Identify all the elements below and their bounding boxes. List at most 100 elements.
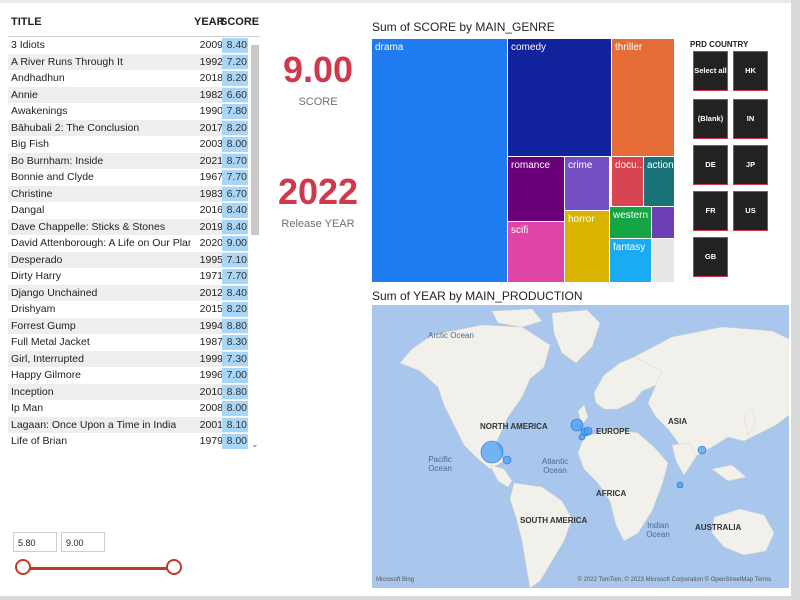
map-bubble[interactable] — [578, 433, 586, 441]
table-scrollbar[interactable]: ⌄ — [251, 37, 259, 450]
title-cell: Happy Gilmore — [11, 369, 82, 381]
table-row[interactable]: Dangal 2016 8.40 — [8, 202, 248, 219]
production-map[interactable]: Arctic Ocean Pacific Ocean Atlantic Ocea… — [372, 305, 789, 588]
table-row[interactable]: 3 Idiots 2009 8.40 — [8, 37, 248, 54]
title-cell: Ip Man — [11, 402, 44, 414]
scroll-down-icon[interactable]: ⌄ — [251, 439, 259, 449]
table-row[interactable]: Forrest Gump 1994 8.80 — [8, 317, 248, 334]
table-row[interactable]: Big Fish 2003 8.00 — [8, 136, 248, 153]
table-row[interactable]: Inception 2010 8.80 — [8, 383, 248, 400]
map-bubble[interactable] — [697, 445, 707, 455]
treemap-tile-western[interactable]: western — [610, 207, 652, 239]
table-row[interactable]: Lagaan: Once Upon a Time in India 2001 8.1… — [8, 416, 248, 433]
map-bubble[interactable] — [583, 426, 593, 436]
treemap-tile-label: crime — [568, 160, 593, 171]
score-bar — [222, 137, 248, 152]
treemap-tile-label: horror — [568, 214, 595, 225]
map-attribution[interactable]: © 2022 TomTom, © 2023 Microsoft Corporat… — [577, 577, 771, 583]
title-cell: Full Metal Jacket — [11, 336, 90, 348]
table-row[interactable]: A River Runs Through It 1992 7.20 — [8, 53, 248, 70]
slider-track[interactable] — [23, 567, 181, 570]
column-header-year[interactable]: YEAR — [194, 16, 225, 28]
score-cell: 6.60 — [226, 88, 247, 101]
table-row[interactable]: Happy Gilmore 1996 7.00 — [8, 367, 248, 384]
table-row[interactable]: Bo Burnham: Inside 2021 8.70 — [8, 152, 248, 169]
map-bubble[interactable] — [676, 481, 684, 489]
title-cell: Dirty Harry — [11, 270, 62, 282]
slicer-option-us[interactable]: US — [733, 191, 768, 231]
slicer-option-hk[interactable]: HK — [733, 51, 768, 91]
table-row[interactable]: Ip Man 2008 8.00 — [8, 400, 248, 417]
table-row[interactable]: Dave Chappelle: Sticks & Stones 2019 8.40 — [8, 218, 248, 235]
treemap-tile-romance[interactable]: romance — [508, 157, 565, 222]
scroll-thumb[interactable] — [251, 45, 259, 235]
score-bar — [222, 120, 248, 135]
treemap-tile-unlabeled-12[interactable] — [652, 239, 675, 283]
table-row[interactable]: Dirty Harry 1971 7.70 — [8, 268, 248, 285]
map-bubble[interactable] — [480, 440, 504, 464]
treemap-tile-scifi[interactable]: scifi — [508, 222, 565, 283]
slicer-option-blank[interactable]: (Blank) — [693, 99, 728, 139]
score-cell: 8.70 — [226, 154, 247, 167]
treemap-tile-comedy[interactable]: comedy — [508, 39, 612, 157]
map-bubble[interactable] — [502, 455, 512, 465]
table-row[interactable]: Drishyam 2015 8.20 — [8, 301, 248, 318]
title-cell: Forrest Gump — [11, 319, 76, 332]
treemap-tile-horror[interactable]: horror — [565, 211, 610, 283]
table-row[interactable]: Annie 1982 6.60 — [8, 86, 248, 103]
table-row[interactable]: Andhadhun 2018 8.20 — [8, 70, 248, 87]
ocean-label-pacific: Pacific Ocean — [428, 455, 452, 473]
movies-table: TITLE YEAR SCORE ⌃ 3 Idiots 2009 8.40 A Riv… — [8, 10, 260, 450]
ocean-label-atlantic: Atlantic Ocean — [541, 457, 569, 475]
treemap-tile-thriller[interactable]: thriller — [612, 39, 675, 157]
treemap-tile-fantasy[interactable]: fantasy — [610, 239, 652, 283]
slicer-option-gb[interactable]: GB — [693, 237, 728, 277]
table-row[interactable]: David Attenborough: A Life on Our Planet… — [8, 235, 248, 252]
title-cell: Bāhubali 2: The Conclusion — [11, 121, 140, 134]
treemap-tile-docu[interactable]: docu... — [612, 157, 645, 207]
score-cell: 8.80 — [226, 385, 247, 398]
table-row[interactable]: Awakenings 1990 7.80 — [8, 103, 248, 120]
treemap-tile-label: scifi — [511, 225, 529, 236]
title-cell: A River Runs Through It — [11, 55, 123, 68]
score-bar — [222, 302, 248, 317]
treemap-tile-action[interactable]: action — [644, 157, 675, 207]
title-cell: Girl, Interrupted — [11, 352, 84, 365]
year-cell: 1999 — [199, 352, 223, 365]
treemap-tile-unlabeled-11[interactable] — [652, 207, 675, 239]
slider-max-handle[interactable] — [166, 559, 182, 575]
score-bar — [222, 71, 248, 86]
column-header-score[interactable]: SCORE — [220, 16, 260, 28]
table-row[interactable]: Christine 1983 6.70 — [8, 185, 248, 202]
treemap-tile-crime[interactable]: crime — [565, 157, 610, 211]
table-row[interactable]: Girl, Interrupted 1999 7.30 — [8, 350, 248, 367]
table-row[interactable]: Bonnie and Clyde 1967 7.70 — [8, 169, 248, 186]
year-cell: 1995 — [199, 253, 223, 266]
slider-max-input[interactable]: 9.00 — [61, 532, 105, 552]
year-cell: 2012 — [199, 286, 223, 299]
slicer-option-fr[interactable]: FR — [693, 191, 728, 231]
bubble-layer — [480, 418, 707, 489]
map-bubble[interactable] — [570, 418, 584, 432]
title-cell: Big Fish — [11, 138, 49, 150]
title-cell: Annie — [11, 88, 38, 101]
score-bar — [222, 236, 248, 251]
table-row[interactable]: Bāhubali 2: The Conclusion 2017 8.20 — [8, 119, 248, 136]
treemap-tile-drama[interactable]: drama — [372, 39, 508, 283]
sort-ascending-icon[interactable]: ⌃ — [252, 16, 260, 26]
slicer-option-de[interactable]: DE — [693, 145, 728, 185]
column-header-title[interactable]: TITLE — [11, 16, 42, 28]
continent-label-north-america: NORTH AMERICA — [480, 422, 548, 431]
slider-min-input[interactable]: 5.80 — [13, 532, 57, 552]
table-row[interactable]: Life of Brian 1979 8.00 — [8, 433, 248, 450]
slider-min-handle[interactable] — [15, 559, 31, 575]
title-cell: Dangal — [11, 204, 45, 216]
score-cell: 8.10 — [226, 418, 247, 431]
table-row[interactable]: Full Metal Jacket 1987 8.30 — [8, 334, 248, 351]
slicer-option-selectall[interactable]: Select all — [693, 51, 728, 91]
slicer-option-jp[interactable]: JP — [733, 145, 768, 185]
table-row[interactable]: Django Unchained 2012 8.40 — [8, 284, 248, 301]
year-cell: 1987 — [199, 336, 223, 348]
table-row[interactable]: Desperado 1995 7.10 — [8, 251, 248, 268]
slicer-option-in[interactable]: IN — [733, 99, 768, 139]
